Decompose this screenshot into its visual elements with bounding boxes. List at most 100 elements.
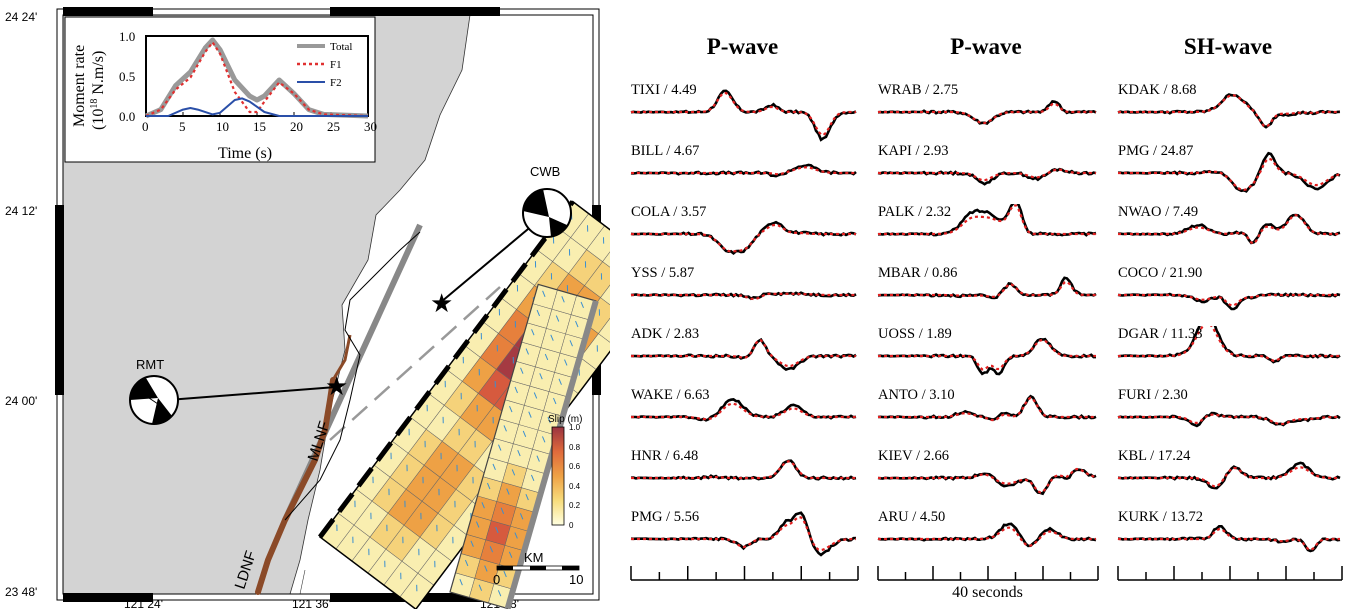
inset-x-tick: 0 — [142, 119, 149, 134]
seismogram-trace: YSS / 5.87 — [625, 265, 860, 331]
observed-waveform — [877, 167, 1097, 186]
inset-x-tick: 10 — [216, 119, 229, 134]
slip-vector-icon — [575, 320, 579, 328]
observed-waveform — [1117, 93, 1341, 129]
observed-waveform — [877, 468, 1097, 496]
synthetic-waveform — [878, 204, 1096, 236]
slip-vector-icon — [525, 348, 529, 355]
slip-vector-icon — [528, 411, 532, 418]
seismogram-trace: TIXI / 4.49 — [625, 82, 860, 148]
synthetic-waveform — [631, 460, 856, 480]
seismogram-trace: BILL / 4.67 — [625, 143, 860, 209]
slip-vector-icon — [402, 536, 404, 544]
seismogram-trace: HNR / 6.48 — [625, 448, 860, 514]
synthetic-waveform — [1118, 466, 1340, 488]
slip-vector-icon — [544, 353, 549, 361]
slip-vector-icon — [458, 428, 460, 436]
seismogram-trace: NWAO / 7.49 — [1112, 204, 1344, 270]
slip-vector-icon — [484, 565, 488, 572]
trace-label: DGAR / 11.33 — [1118, 326, 1203, 342]
inset-x-tick: 20 — [290, 119, 303, 134]
seismogram-trace: ADK / 2.83 — [625, 326, 860, 392]
slip-vector-icon — [509, 406, 513, 413]
slip-vector-icon — [600, 273, 603, 280]
synthetic-waveform — [631, 515, 857, 552]
slip-vector-icon — [514, 532, 518, 539]
slip-vector-icon — [519, 513, 524, 520]
slip-vector-icon — [511, 469, 516, 476]
inset-y-tick: 0.5 — [119, 69, 135, 84]
beachball-cwb-icon — [522, 188, 572, 238]
slip-cell — [600, 273, 610, 311]
trace-label: ARU / 4.50 — [878, 509, 946, 525]
seismogram-trace: COLA / 3.57 — [625, 204, 860, 270]
synthetic-waveform — [878, 467, 1097, 494]
slip-vector-icon — [434, 560, 436, 568]
inset-y-tick: 0.0 — [119, 109, 135, 124]
trace-label: FURI / 2.30 — [1118, 387, 1188, 403]
slip-vector-icon — [487, 482, 491, 490]
slip-vector-icon — [388, 488, 390, 496]
slip-vector-icon — [384, 560, 386, 568]
observed-waveform — [1117, 292, 1341, 311]
lat-label: 24 00' — [5, 394, 37, 408]
series-line-f2 — [146, 97, 368, 117]
slip-vector-icon — [475, 521, 480, 528]
slip-vector-icon — [480, 332, 482, 340]
seismogram-trace: KBL / 17.24 — [1112, 448, 1344, 514]
slip-vector-icon — [536, 455, 540, 462]
trace-label: HNR / 6.48 — [631, 448, 699, 464]
slip-vector-icon — [438, 488, 440, 496]
slip-vector-icon — [553, 397, 557, 405]
seismogram-trace: COCO / 21.90 — [1112, 265, 1344, 331]
slip-vector-icon — [416, 584, 418, 592]
waveform-panel-p2: P-wave WRAB / 2.75 KAPI / 2.93 PALK / 2.32… — [872, 0, 1100, 609]
slip-vector-icon — [550, 334, 554, 341]
panel-title: SH-wave — [1183, 34, 1273, 59]
slip-vector-icon — [541, 436, 546, 443]
colorbar-tick: 0.8 — [569, 443, 581, 452]
slip-vector-icon — [470, 540, 474, 547]
trace-label: KDAK / 8.68 — [1118, 82, 1197, 98]
ldnf-fault-trace — [255, 377, 336, 595]
epicenter-star-icon: ★ — [325, 371, 348, 401]
seismogram-trace: PMG / 24.87 — [1112, 143, 1344, 209]
slip-vector-icon — [578, 369, 580, 376]
epicenter-star-icon: ★ — [430, 288, 453, 318]
seismogram-trace: KURK / 13.72 — [1112, 509, 1344, 575]
colorbar-tick: 0.6 — [569, 462, 581, 471]
synthetic-waveform — [1118, 413, 1340, 426]
seismogram-trace: WRAB / 2.75 — [872, 82, 1100, 148]
slip-vector-icon — [533, 392, 538, 399]
slip-vector-icon — [478, 584, 483, 591]
slip-vector-icon — [442, 416, 444, 424]
scale-tick: 10 — [569, 572, 583, 587]
slip-vector-icon — [517, 449, 521, 457]
slip-cell — [586, 225, 610, 262]
slip-vector-icon — [561, 296, 565, 303]
station-label-rmt: RMT — [136, 357, 164, 372]
lat-label: 24 24' — [5, 10, 37, 24]
slip-vector-icon — [555, 315, 560, 322]
slip-vector-icon — [390, 452, 392, 460]
station-label-cwb: CWB — [530, 164, 560, 179]
synthetic-waveform — [1118, 213, 1340, 245]
beachball-rmt-icon — [129, 375, 179, 425]
slip-vector-icon — [516, 285, 519, 292]
slip-vector-icon — [520, 367, 524, 374]
synthetic-waveform — [878, 168, 1096, 182]
slip-vector-icon — [536, 309, 541, 317]
trace-label: PMG / 5.56 — [631, 509, 700, 525]
slip-colorbar: Slip (m) 1.0 0.8 0.6 0.4 0.2 0 — [548, 414, 582, 530]
trace-label: KAPI / 2.93 — [878, 143, 949, 159]
slip-vector-icon — [354, 500, 356, 508]
slip-vector-icon — [478, 368, 480, 376]
synthetic-waveform — [878, 526, 1096, 547]
trace-label: NWAO / 7.49 — [1118, 204, 1199, 220]
slip-vector-icon — [456, 464, 458, 472]
slip-vector-icon — [406, 464, 408, 472]
slip-vector-icon — [547, 417, 551, 424]
trace-label: BILL / 4.67 — [631, 143, 700, 159]
lon-label: 121 36' — [292, 597, 331, 609]
slip-vector-icon — [522, 430, 527, 438]
